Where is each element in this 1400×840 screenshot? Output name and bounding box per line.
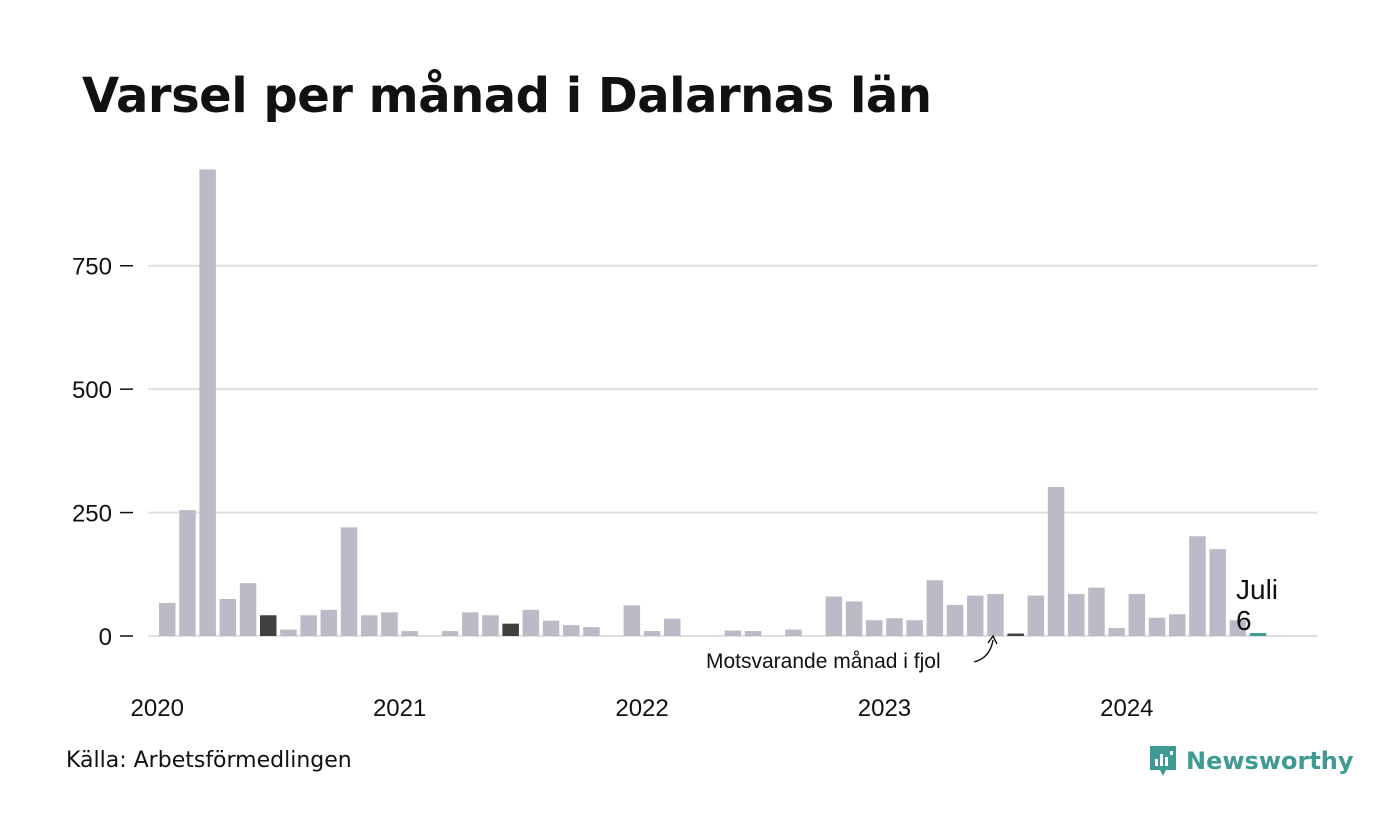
y-tick-label: 250 bbox=[72, 501, 112, 528]
bar bbox=[502, 623, 519, 636]
bar bbox=[482, 615, 499, 636]
x-axis-ticks: 2020 2021 2022 2023 2024 bbox=[131, 695, 1154, 722]
bar bbox=[967, 595, 984, 636]
bar bbox=[825, 596, 843, 636]
bar bbox=[1108, 628, 1125, 636]
bar bbox=[1148, 617, 1166, 636]
bar bbox=[946, 604, 964, 636]
bar bbox=[260, 615, 277, 636]
bar bbox=[401, 631, 418, 636]
bar bbox=[623, 605, 641, 636]
bar bbox=[987, 594, 1004, 636]
bar bbox=[462, 612, 479, 636]
annotation-arrowhead bbox=[987, 634, 998, 645]
bar bbox=[1007, 633, 1024, 636]
bar bbox=[1189, 536, 1206, 636]
y-tick-label: 0 bbox=[99, 624, 112, 651]
x-tick-label: 2023 bbox=[858, 695, 911, 722]
bar bbox=[300, 615, 317, 636]
x-tick-label: 2021 bbox=[373, 695, 426, 722]
bars bbox=[159, 169, 1267, 636]
bar bbox=[1169, 614, 1186, 636]
source-note: Källa: Arbetsförmedlingen bbox=[66, 748, 352, 773]
x-tick-label: 2020 bbox=[131, 695, 184, 722]
bar bbox=[664, 618, 681, 636]
bar bbox=[886, 618, 903, 636]
bar bbox=[926, 580, 944, 636]
bar bbox=[724, 630, 742, 636]
y-tick-label: 750 bbox=[72, 254, 112, 281]
current-month-name: Juli bbox=[1236, 574, 1278, 605]
bar bbox=[159, 602, 176, 636]
brand-logo: Newsworthy bbox=[1148, 744, 1354, 778]
current-month-label: Juli 6 bbox=[1236, 574, 1278, 636]
bar bbox=[744, 631, 762, 636]
bar bbox=[361, 615, 378, 636]
brand-name: Newsworthy bbox=[1186, 747, 1354, 775]
bar bbox=[179, 510, 196, 636]
bar bbox=[441, 631, 459, 636]
bar bbox=[866, 620, 883, 636]
newsworthy-logo-icon bbox=[1150, 746, 1176, 776]
current-month-value: 6 bbox=[1236, 605, 1252, 636]
bar bbox=[1209, 549, 1226, 636]
annotation-group: Motsvarande månad i fjol bbox=[706, 634, 998, 673]
bar bbox=[785, 629, 802, 636]
bar bbox=[522, 609, 540, 636]
bar bbox=[381, 612, 398, 636]
bar bbox=[845, 601, 863, 636]
x-tick-label: 2022 bbox=[615, 695, 668, 722]
bar bbox=[199, 169, 216, 636]
bar bbox=[1047, 486, 1065, 636]
annotation-text: Motsvarande månad i fjol bbox=[706, 650, 941, 673]
bar bbox=[1027, 595, 1045, 636]
y-axis-ticks: 0 250 500 750 bbox=[72, 254, 133, 651]
bar bbox=[280, 629, 297, 636]
bar bbox=[563, 625, 580, 636]
bar-current-month bbox=[1249, 633, 1267, 636]
chart-title: Varsel per månad i Dalarnas län bbox=[82, 68, 932, 124]
y-tick-label: 500 bbox=[72, 377, 112, 404]
x-tick-label: 2024 bbox=[1100, 695, 1153, 722]
bar bbox=[583, 627, 600, 636]
bar bbox=[340, 527, 358, 636]
gridlines bbox=[148, 264, 1318, 637]
bar bbox=[239, 583, 257, 636]
bar bbox=[1128, 594, 1146, 636]
bar bbox=[542, 620, 560, 636]
bar bbox=[1068, 594, 1085, 636]
bar bbox=[643, 631, 661, 636]
bar bbox=[1229, 620, 1247, 636]
annotation-arrow bbox=[973, 639, 994, 663]
bar bbox=[320, 609, 338, 636]
bar bbox=[219, 598, 237, 636]
bar bbox=[1088, 587, 1105, 636]
bar bbox=[906, 620, 923, 636]
